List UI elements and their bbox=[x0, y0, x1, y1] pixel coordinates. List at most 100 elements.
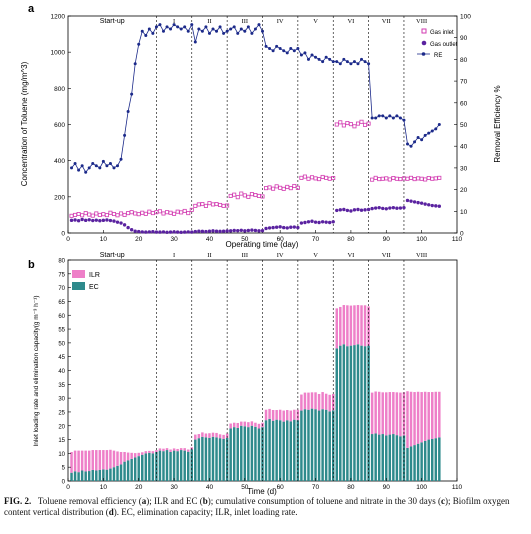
gas-inlet-point bbox=[334, 122, 339, 127]
a-x-tick-label: 110 bbox=[452, 236, 463, 243]
gas-inlet-point bbox=[384, 176, 389, 181]
ec-bar bbox=[77, 472, 80, 481]
panel-b-legend: ILR EC bbox=[72, 270, 100, 291]
ilr-bar bbox=[91, 450, 94, 470]
ec-bar bbox=[346, 346, 349, 481]
gas-outlet-point bbox=[402, 205, 406, 210]
b-stage-label: V bbox=[313, 252, 318, 259]
ec-bar bbox=[183, 450, 186, 481]
gas-inlet-point bbox=[260, 194, 265, 199]
a-stage-label: III bbox=[242, 18, 249, 25]
ec-bar bbox=[172, 450, 176, 481]
gas-outlet-point bbox=[112, 219, 116, 223]
panel-a-stage-labels: Start-up I II III IV V VI VII VIII bbox=[100, 18, 427, 25]
gas-outlet-point bbox=[232, 228, 236, 233]
gas-outlet-point bbox=[338, 208, 342, 212]
gas-outlet-point bbox=[267, 226, 272, 230]
a-stage-label: II bbox=[207, 18, 211, 25]
b-y-tick-label: 15 bbox=[58, 438, 65, 444]
re-point bbox=[398, 116, 402, 120]
b-stage-label: VI bbox=[347, 252, 354, 259]
gas-outlet-point bbox=[359, 208, 364, 212]
ilr-bar bbox=[208, 433, 211, 438]
ilr-bar bbox=[413, 392, 416, 446]
gas-inlet-point bbox=[274, 184, 279, 189]
ec-bar bbox=[133, 457, 137, 481]
ec-bar bbox=[162, 451, 165, 481]
gas-inlet-point bbox=[341, 123, 346, 128]
legend-gas-outlet-marker bbox=[421, 40, 427, 46]
a-x-tick-label: 40 bbox=[206, 236, 214, 243]
ec-bar bbox=[377, 434, 381, 481]
panel-a-x-label: Operating time (day) bbox=[226, 240, 299, 249]
ec-bar bbox=[303, 409, 307, 481]
gas-outlet-point bbox=[423, 202, 427, 206]
legend-re-marker bbox=[421, 52, 426, 56]
b-stage-label: I bbox=[173, 252, 175, 259]
ilr-bar bbox=[126, 452, 130, 461]
ilr-bar bbox=[342, 305, 346, 345]
re-point bbox=[285, 51, 289, 55]
gas-inlet-point bbox=[115, 213, 120, 218]
a-y2-tick-label: 20 bbox=[460, 187, 468, 194]
a-y2-tick-label: 60 bbox=[460, 100, 468, 107]
ilr-bar bbox=[197, 434, 201, 439]
ilr-bar bbox=[109, 449, 112, 469]
ec-bar bbox=[204, 437, 208, 481]
ec-bar bbox=[194, 439, 197, 481]
a-y2-tick-label: 70 bbox=[460, 79, 468, 86]
a-y-tick-label: 0 bbox=[61, 231, 65, 238]
panel-a-y-axis-right: 0 10 20 30 40 50 60 70 80 90 100 bbox=[454, 14, 471, 238]
gas-outlet-point bbox=[313, 220, 318, 224]
gas-inlet-point bbox=[249, 192, 254, 197]
gas-outlet-point bbox=[434, 204, 438, 208]
caption-c: c bbox=[440, 496, 445, 506]
gas-outlet-point bbox=[271, 225, 275, 230]
re-point bbox=[84, 170, 88, 174]
legend-ilr-label: ILR bbox=[89, 272, 100, 279]
gas-inlet-point bbox=[398, 177, 403, 182]
gas-inlet-point bbox=[306, 176, 311, 181]
re-point bbox=[264, 44, 268, 48]
ilr-bar bbox=[119, 451, 123, 465]
ilr-bar bbox=[409, 391, 413, 447]
gas-inlet-point bbox=[327, 176, 332, 181]
ilr-bar bbox=[356, 305, 360, 345]
legend-ec-label: EC bbox=[89, 284, 99, 291]
re-point bbox=[356, 62, 360, 66]
gas-outlet-point bbox=[356, 207, 360, 212]
re-point bbox=[105, 164, 109, 168]
gas-outlet-point bbox=[250, 228, 254, 232]
gas-inlet-point bbox=[256, 193, 261, 198]
gas-outlet-point bbox=[388, 206, 392, 210]
b-y-tick-label: 70 bbox=[58, 286, 65, 292]
ilr-bar bbox=[282, 410, 285, 422]
gas-inlet-point bbox=[310, 175, 315, 180]
re-point bbox=[381, 114, 385, 118]
ec-bar bbox=[155, 451, 158, 481]
gas-inlet-point bbox=[83, 211, 88, 216]
a-y-tick-label: 600 bbox=[54, 122, 65, 129]
ec-bar bbox=[289, 421, 293, 481]
ec-bar bbox=[314, 409, 317, 481]
caption-part-3: ); cumulative consumption of toluene and… bbox=[207, 496, 441, 506]
ilr-bar bbox=[87, 450, 91, 472]
re-line bbox=[71, 23, 440, 173]
gas-outlet-point bbox=[122, 223, 127, 227]
panel-a-series bbox=[69, 23, 442, 234]
gas-inlet-point bbox=[313, 176, 318, 181]
ec-bar bbox=[218, 438, 222, 481]
gas-outlet-point bbox=[377, 205, 381, 210]
gas-inlet-point bbox=[175, 209, 180, 214]
caption-d: d bbox=[108, 507, 114, 517]
ec-bar bbox=[335, 348, 339, 481]
ilr-bar bbox=[102, 450, 105, 470]
re-point bbox=[229, 27, 233, 31]
ec-bar bbox=[416, 443, 420, 481]
re-point bbox=[349, 62, 353, 66]
gas-inlet-point bbox=[373, 175, 378, 180]
gas-inlet-point bbox=[119, 211, 124, 216]
ilr-bar bbox=[399, 392, 402, 437]
gas-inlet-point bbox=[426, 176, 431, 181]
gas-outlet-point bbox=[211, 229, 215, 233]
